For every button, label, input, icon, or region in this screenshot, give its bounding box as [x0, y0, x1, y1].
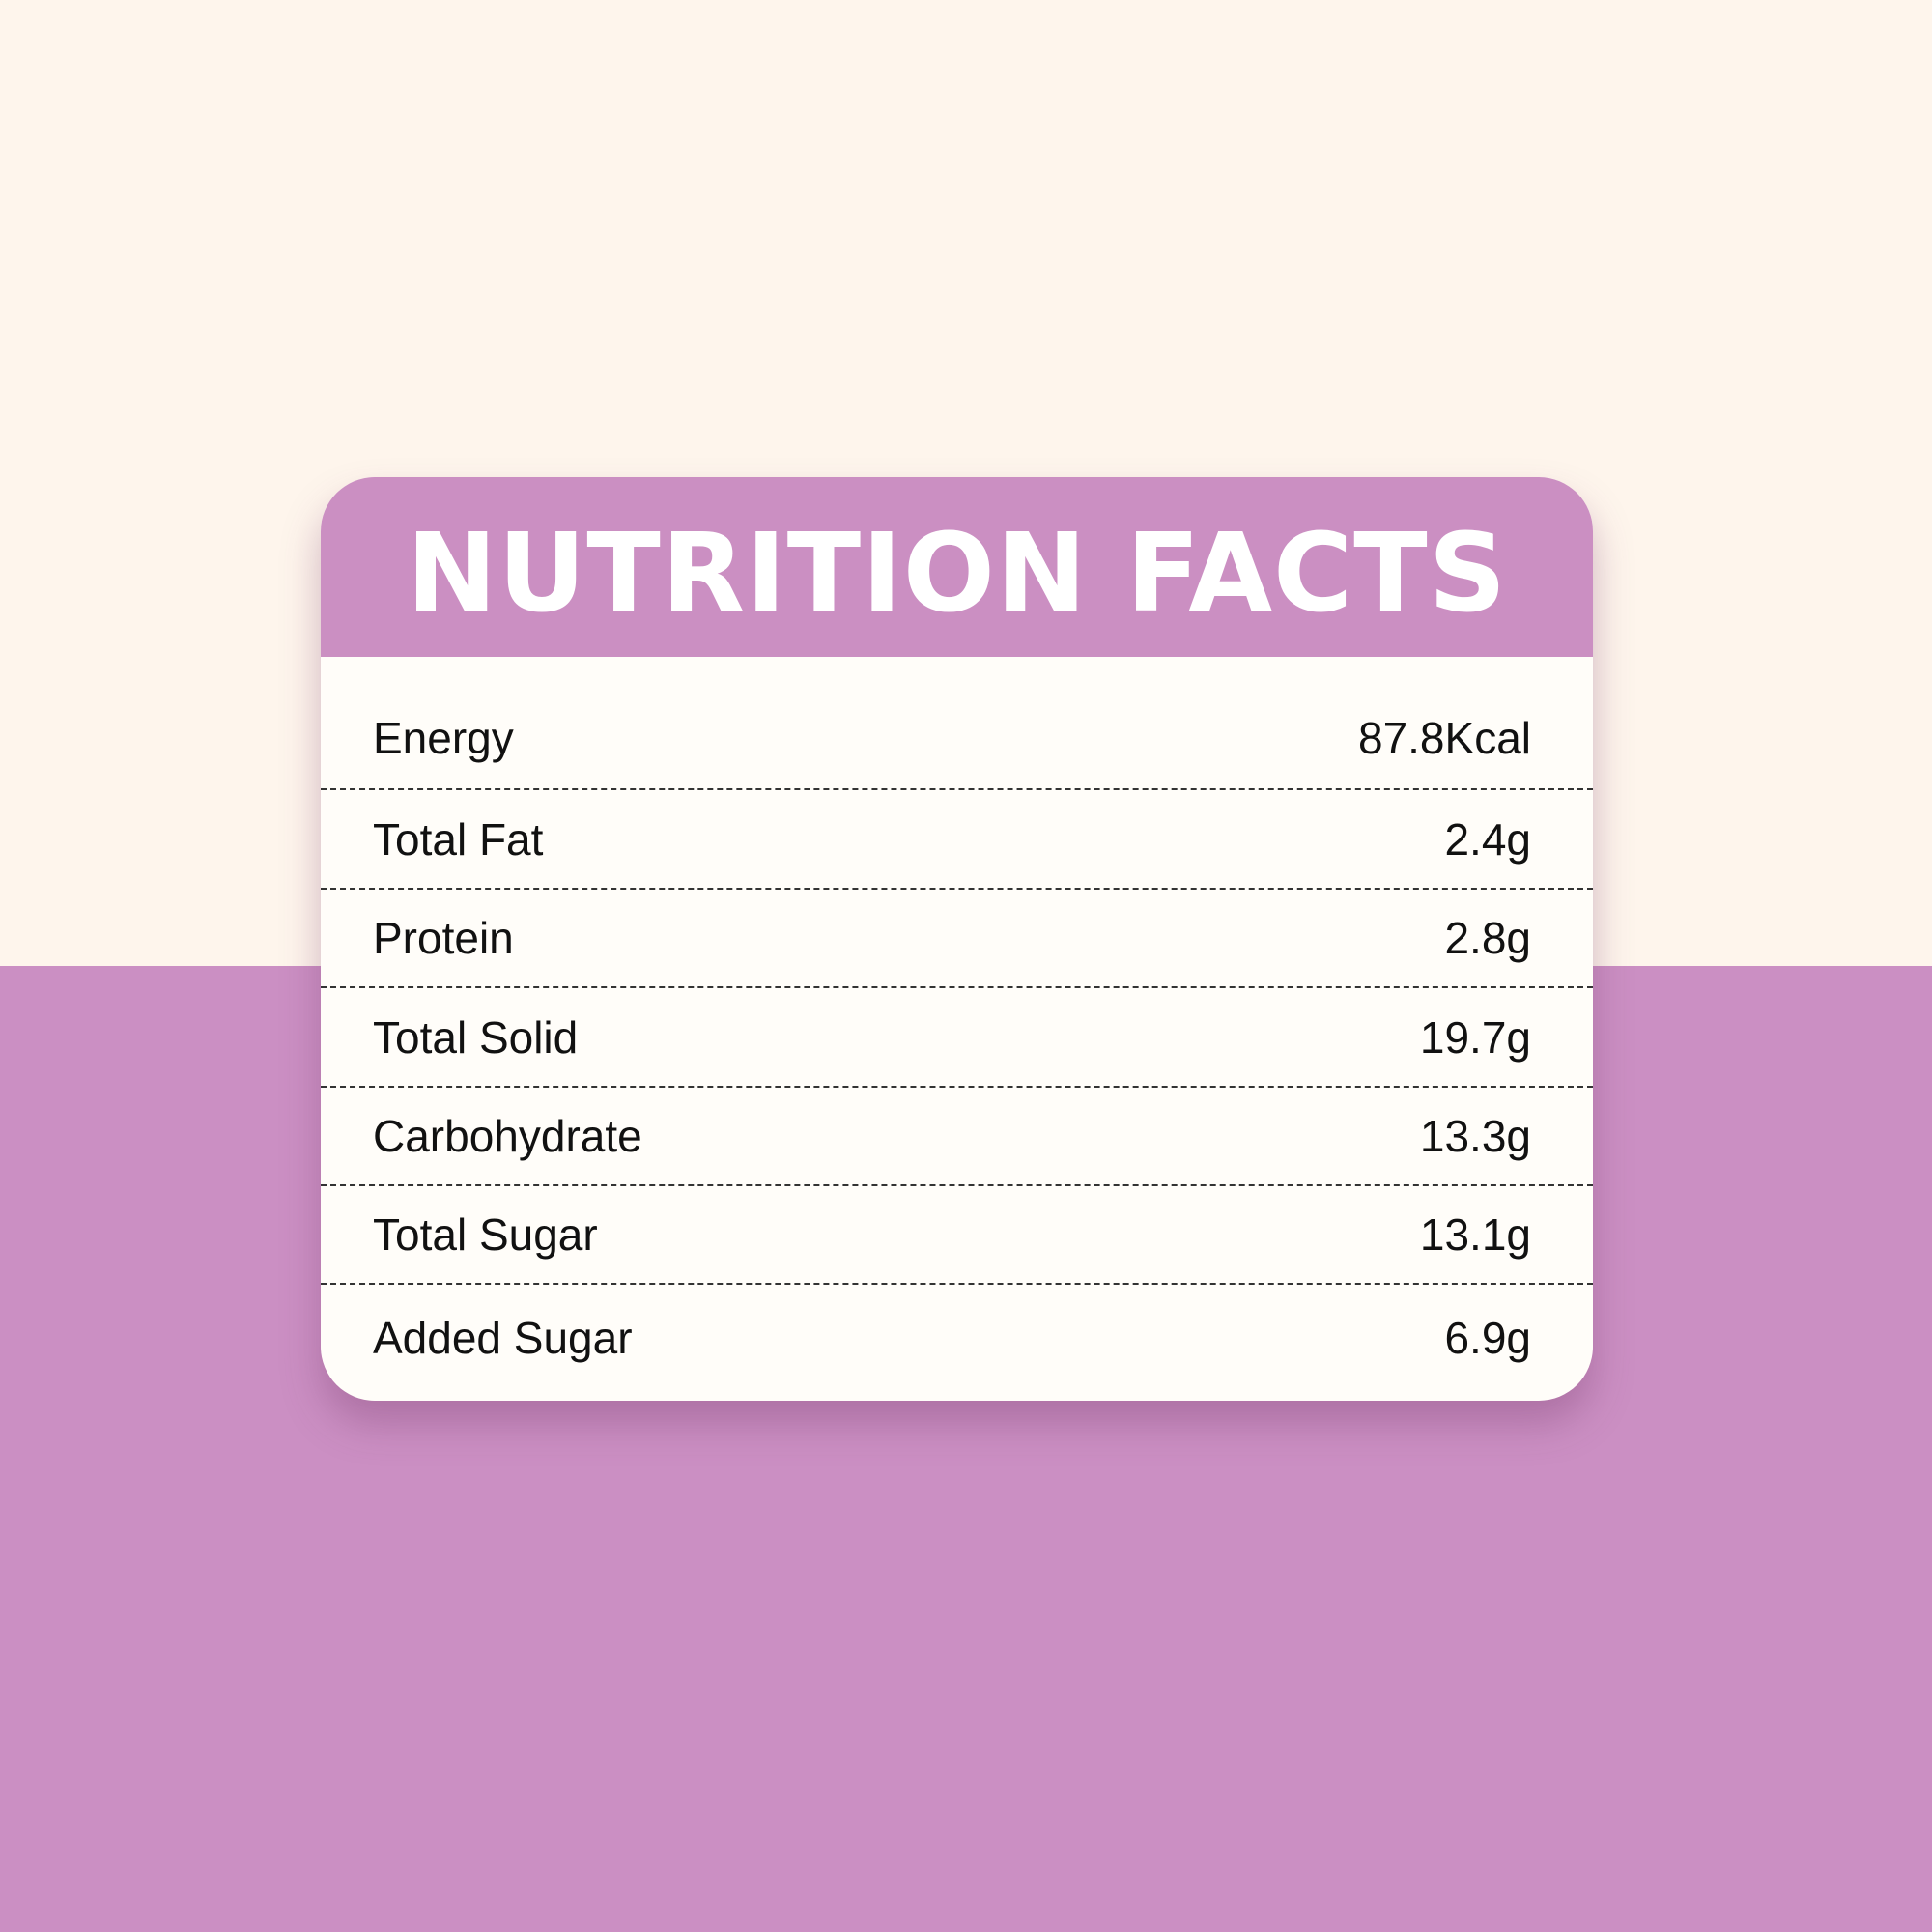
row-value: 6.9g [1444, 1313, 1531, 1363]
row-value: 13.1g [1419, 1209, 1531, 1260]
row-value: 2.4g [1444, 813, 1531, 865]
card-title: NUTRITION FACTS [406, 511, 1508, 637]
row-label: Total Fat [373, 813, 544, 865]
nutrition-table: Energy 87.8Kcal Total Fat 2.4g Protein 2.8g… [321, 657, 1593, 1401]
table-row: Carbohydrate 13.3g [321, 1088, 1593, 1186]
row-label: Total Sugar [373, 1209, 598, 1260]
table-row: Total Sugar 13.1g [321, 1186, 1593, 1285]
nutrition-card: NUTRITION FACTS Energy 87.8Kcal Total Fat… [321, 477, 1593, 1401]
row-value: 87.8Kcal [1357, 713, 1531, 763]
row-label: Energy [373, 713, 514, 763]
row-value: 19.7g [1419, 1011, 1531, 1063]
card-header: NUTRITION FACTS [321, 477, 1593, 657]
table-row: Protein 2.8g [321, 890, 1593, 988]
row-label: Protein [373, 913, 514, 963]
table-row: Total Fat 2.4g [321, 790, 1593, 890]
row-label: Carbohydrate [373, 1111, 642, 1161]
table-row: Energy 87.8Kcal [321, 657, 1593, 790]
row-label: Total Solid [373, 1011, 579, 1063]
table-row: Added Sugar 6.9g [321, 1285, 1593, 1401]
table-row: Total Solid 19.7g [321, 988, 1593, 1088]
row-value: 2.8g [1444, 913, 1531, 963]
row-label: Added Sugar [373, 1313, 633, 1363]
row-value: 13.3g [1419, 1111, 1531, 1161]
